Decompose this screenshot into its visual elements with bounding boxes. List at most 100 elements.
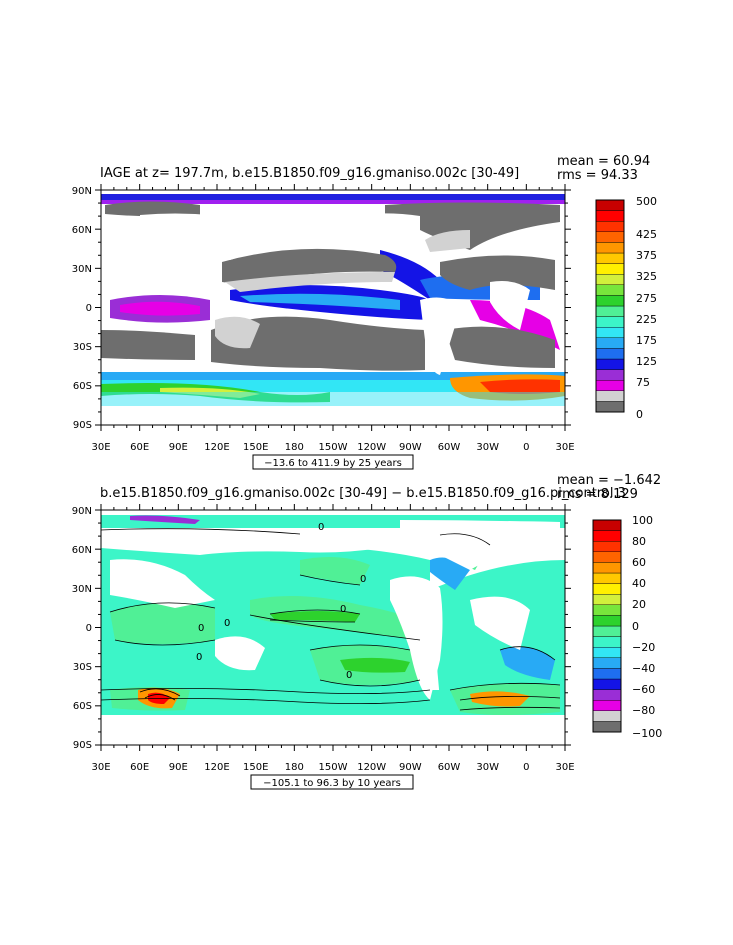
lon-label: 120E [204,442,229,453]
colorbar-swatch [595,242,625,254]
lat-label: 60S [73,701,92,712]
colorbar-label: 275 [636,292,657,305]
lat-label: 0 [86,623,92,634]
lon-label: 90E [169,762,188,773]
panel-1-mean: mean = 60.94 [557,154,650,169]
contour-label: 0 [224,618,230,629]
colorbar-swatch [595,380,625,392]
panel-2-title: b.e15.B1850.f09_g16.gmaniso.002c [30-49]… [100,486,626,501]
lon-label: 180 [285,442,304,453]
colorbar-swatch [595,231,625,243]
colorbar-swatch [592,710,622,722]
colorbar-label: 20 [632,598,646,611]
lon-label: 30E [91,762,110,773]
contour-label: 0 [360,574,366,585]
lon-label: 60W [438,762,461,773]
panel-1-range-box: −13.6 to 411.9 by 25 years [252,454,414,470]
panel-1-range: −13.6 to 411.9 by 25 years [264,458,402,469]
colorbar-swatch [592,519,622,531]
colorbar-swatch [592,689,622,701]
colorbar-swatch [595,284,625,296]
colorbar-label: −40 [632,662,655,675]
lat-label: 0 [86,303,92,314]
colorbar-swatch [592,678,622,690]
colorbar-label: 75 [636,376,650,389]
colorbar-swatch [592,530,622,542]
lon-label: 30W [476,762,499,773]
lon-label: 150E [243,762,268,773]
lat-label: 90S [73,420,92,431]
contour-label: 0 [196,652,202,663]
colorbar-swatch [595,210,625,222]
colorbar-swatch [595,220,625,232]
colorbar-label: −20 [632,641,655,654]
colorbar-label: −80 [632,704,655,717]
colorbar-label: 125 [636,355,657,368]
lat-label: 90N [72,186,92,197]
colorbar-swatch [595,252,625,264]
colorbar-swatch [595,369,625,381]
colorbar-swatch [595,199,625,211]
contour-label: 0 [340,604,346,615]
lon-label: 60E [130,442,149,453]
colorbar-swatch [592,615,622,627]
colorbar-swatch [595,348,625,360]
lat-label: 30N [72,264,92,275]
lon-label: 180 [285,762,304,773]
panel-1-title: IAGE at z= 197.7m, b.e15.B1850.f09_g16.g… [100,166,519,181]
lon-label: 150W [319,442,348,453]
colorbar-swatch [592,668,622,680]
lon-label: 150W [319,762,348,773]
colorbar-swatch [592,636,622,648]
lon-label: 90E [169,442,188,453]
panel-2: b.e15.B1850.f09_g16.gmaniso.002c [30-49]… [72,473,662,790]
colorbar-swatch [592,721,622,733]
colorbar-label: 375 [636,249,657,262]
panel-1-lon-labels: 30E 60E 90E 120E 150E 180 150W 120W 90W … [91,442,574,453]
panel-2-colorbar: 100 80 60 40 20 0 −20 −40 −60 −80 −100 [592,514,662,740]
colorbar-label: 325 [636,270,657,283]
colorbar-label: 80 [632,535,646,548]
colorbar-swatch [592,583,622,595]
panel-2-lon-labels: 30E 60E 90E 120E 150E 180 150W 120W 90W … [91,762,574,773]
colorbar-label: 175 [636,334,657,347]
lon-label: 0 [523,762,529,773]
colorbar-swatch [592,572,622,584]
colorbar-swatch [592,647,622,659]
lat-label: 90S [73,740,92,751]
colorbar-label: 500 [636,195,657,208]
lon-label: 120E [204,762,229,773]
colorbar-swatch [592,594,622,606]
colorbar-swatch [592,562,622,574]
colorbar-swatch [595,295,625,307]
lat-label: 30N [72,584,92,595]
lon-label: 0 [523,442,529,453]
colorbar-swatch [595,305,625,317]
colorbar-swatch [595,274,625,286]
colorbar-swatch [592,625,622,637]
colorbar-label: 0 [632,620,639,633]
panel-1-rms: rms = 94.33 [557,168,638,183]
colorbar-label: 40 [632,577,646,590]
colorbar-label: 100 [632,514,653,527]
contour-label: 0 [198,623,204,634]
lat-label: 60N [72,225,92,236]
colorbar-swatch [592,700,622,712]
colorbar-swatch [595,337,625,349]
colorbar-swatch [595,358,625,370]
colorbar-swatch [592,604,622,616]
colorbar-label: 225 [636,313,657,326]
lon-label: 30E [555,442,574,453]
panel-2-range-box: −105.1 to 96.3 by 10 years [250,774,414,790]
panel-2-lat-labels: 90N 60N 30N 0 30S 60S 90S [72,506,92,751]
contour-label: 0 [346,670,352,681]
lat-label: 30S [73,662,92,673]
colorbar-swatch [595,316,625,328]
panel-2-mean: mean = −1.642 [557,473,661,488]
colorbar-swatch [595,390,625,402]
colorbar-label: 425 [636,228,657,241]
colorbar-swatch [592,551,622,563]
lat-label: 30S [73,342,92,353]
lon-label: 150E [243,442,268,453]
contour-label: 0 [318,522,324,533]
